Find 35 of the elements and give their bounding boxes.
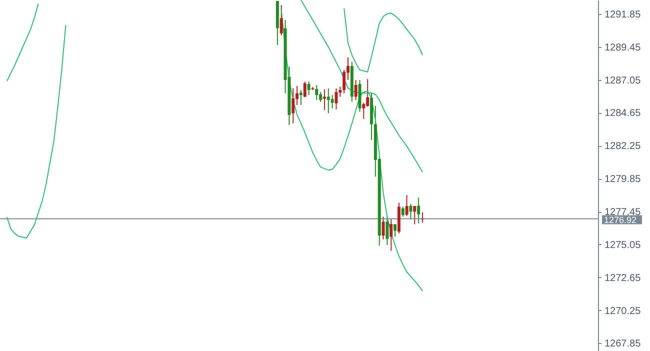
candlestick bbox=[413, 206, 416, 225]
candlestick bbox=[299, 89, 302, 106]
candlestick bbox=[417, 197, 420, 224]
candlestick bbox=[330, 94, 334, 109]
candlestick bbox=[342, 69, 346, 94]
y-tick-label: 1270.25 bbox=[604, 306, 642, 317]
y-tick-label: 1272.65 bbox=[604, 272, 642, 284]
candlestick bbox=[292, 88, 295, 124]
candlestick bbox=[401, 206, 404, 218]
y-tick-label: 1289.45 bbox=[604, 42, 642, 54]
candlestick bbox=[334, 88, 338, 110]
ref-line-label: 1276.92 bbox=[604, 214, 637, 225]
y-tick-label: 1284.65 bbox=[604, 108, 642, 120]
candlestick bbox=[405, 194, 408, 217]
candlestick bbox=[307, 81, 310, 96]
y-tick-label: 1282.25 bbox=[604, 141, 642, 152]
y-tick-label: 1275.05 bbox=[604, 240, 642, 251]
candlestick bbox=[322, 88, 326, 111]
candlestick bbox=[394, 223, 397, 238]
candlestick bbox=[326, 88, 330, 114]
candlestick bbox=[382, 216, 385, 240]
candlestick bbox=[303, 81, 306, 98]
y-tick-label: 1287.05 bbox=[604, 75, 642, 86]
candlestick bbox=[315, 84, 318, 100]
candlestick bbox=[386, 216, 389, 246]
candlestick bbox=[366, 78, 370, 108]
y-tick-label: 1279.85 bbox=[604, 174, 642, 186]
line-series bbox=[344, 8, 423, 73]
candlestick bbox=[354, 79, 358, 100]
y-tick-label: 1267.85 bbox=[604, 338, 642, 350]
candlestick bbox=[409, 203, 412, 220]
y-tick-label: 1291.85 bbox=[604, 9, 642, 20]
candlestick bbox=[280, 4, 283, 36]
candlestick bbox=[319, 92, 322, 103]
candlestick bbox=[390, 218, 393, 252]
